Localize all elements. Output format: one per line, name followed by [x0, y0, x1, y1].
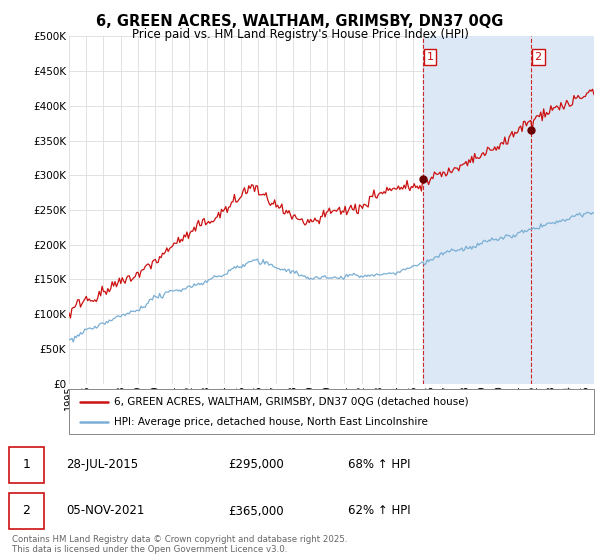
Text: 6, GREEN ACRES, WALTHAM, GRIMSBY, DN37 0QG: 6, GREEN ACRES, WALTHAM, GRIMSBY, DN37 0…: [97, 14, 503, 29]
Text: HPI: Average price, detached house, North East Lincolnshire: HPI: Average price, detached house, Nort…: [113, 417, 427, 427]
Text: Contains HM Land Registry data © Crown copyright and database right 2025.
This d: Contains HM Land Registry data © Crown c…: [12, 535, 347, 554]
Text: £365,000: £365,000: [228, 505, 284, 517]
Text: 6, GREEN ACRES, WALTHAM, GRIMSBY, DN37 0QG (detached house): 6, GREEN ACRES, WALTHAM, GRIMSBY, DN37 0…: [113, 396, 468, 407]
Text: 2: 2: [22, 505, 31, 517]
Text: 28-JUL-2015: 28-JUL-2015: [66, 458, 138, 472]
Text: 68% ↑ HPI: 68% ↑ HPI: [348, 458, 410, 472]
Bar: [423, 36, 594, 384]
Text: 1: 1: [22, 458, 31, 472]
Text: Price paid vs. HM Land Registry's House Price Index (HPI): Price paid vs. HM Land Registry's House …: [131, 28, 469, 41]
Text: £295,000: £295,000: [228, 458, 284, 472]
Text: 1: 1: [427, 52, 434, 62]
Text: 2: 2: [535, 52, 542, 62]
Text: 05-NOV-2021: 05-NOV-2021: [66, 505, 145, 517]
Text: 62% ↑ HPI: 62% ↑ HPI: [348, 505, 410, 517]
